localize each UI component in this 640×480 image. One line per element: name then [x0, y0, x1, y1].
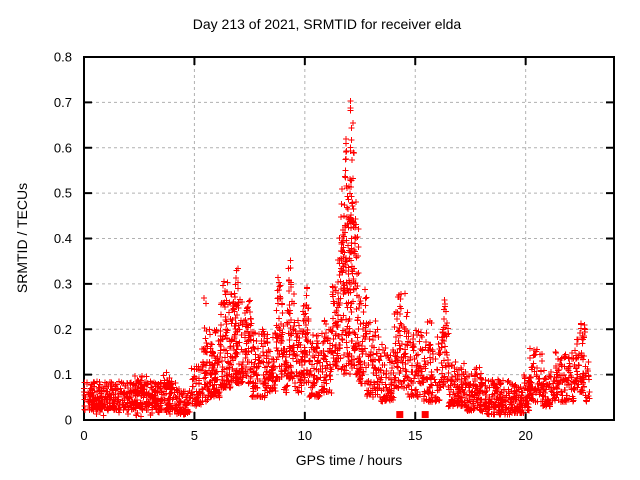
- y-tick-label: 0.8: [54, 50, 72, 65]
- chart-title: Day 213 of 2021, SRMTID for receiver eld…: [192, 16, 462, 32]
- x-tick-label: 10: [298, 428, 312, 443]
- x-axis-label: GPS time / hours: [295, 452, 403, 468]
- y-tick-label: 0.1: [54, 367, 72, 382]
- y-tick-label: 0.7: [54, 95, 72, 110]
- y-tick-label: 0: [65, 413, 72, 428]
- tick-labels: 0 5 10 15 20 0 0.1 0.2 0.3 0.4 0.5 0.6 0.7 0.8: [54, 50, 533, 444]
- y-tick-label: 0.6: [54, 140, 72, 155]
- square-marker: [396, 411, 404, 419]
- square-marker: [421, 411, 429, 419]
- data-points: [81, 98, 593, 420]
- y-tick-label: 0.5: [54, 186, 72, 201]
- y-tick-label: 0.4: [54, 231, 72, 246]
- x-tick-label: 5: [191, 428, 198, 443]
- y-tick-label: 0.2: [54, 322, 72, 337]
- x-tick-label: 0: [80, 428, 87, 443]
- x-tick-label: 15: [408, 428, 422, 443]
- y-tick-label: 0.3: [54, 276, 72, 291]
- square-markers: [396, 411, 429, 419]
- plot-frame: [83, 56, 615, 421]
- x-tick-label: 20: [518, 428, 532, 443]
